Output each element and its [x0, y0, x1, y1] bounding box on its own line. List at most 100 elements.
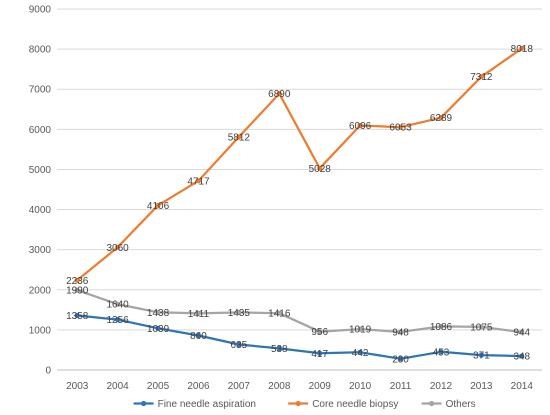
series-line	[76, 314, 523, 360]
legend-marker	[295, 400, 301, 407]
series-lines	[74, 45, 525, 362]
legend-marker	[429, 400, 435, 407]
data-point	[317, 165, 323, 171]
data-point	[438, 323, 444, 330]
data-label: 3060	[107, 243, 130, 254]
data-point	[478, 352, 484, 358]
legend-label: Fine needle aspiration	[158, 399, 256, 410]
data-label: 1086	[430, 322, 453, 333]
data-point	[478, 74, 484, 80]
y-axis-ticks: 0 1000 2000 3000 4000 5000 6000 7000 8000 9000	[29, 5, 52, 377]
legend-item: Others	[421, 399, 476, 410]
data-point	[74, 277, 80, 283]
legend-item: Fine needle aspiration	[133, 399, 256, 410]
data-label: 8018	[511, 44, 534, 55]
data-label: 6890	[268, 89, 291, 100]
x-tick-label: 2007	[228, 381, 251, 392]
x-tick-label: 2005	[147, 381, 170, 392]
data-label: 1990	[66, 286, 89, 297]
data-label: 538	[271, 344, 288, 355]
data-point	[478, 324, 484, 330]
data-label: 348	[513, 352, 530, 363]
data-point	[195, 178, 202, 184]
data-point	[236, 134, 242, 140]
data-point	[276, 345, 282, 352]
data-point	[115, 244, 121, 250]
data-label: 1438	[147, 308, 170, 319]
data-point	[236, 309, 242, 316]
data-label: 635	[231, 340, 248, 351]
data-point	[115, 317, 121, 323]
data-point	[317, 329, 323, 335]
data-label: 956	[311, 327, 328, 338]
y-tick-label: 9000	[29, 5, 52, 16]
data-point	[397, 329, 404, 335]
legend: Fine needle aspiration Core needle biopsy…	[133, 399, 476, 410]
data-point	[74, 287, 80, 293]
data-point	[317, 350, 323, 356]
data-point	[155, 325, 161, 331]
data-label: 1435	[228, 308, 251, 319]
data-label: 4717	[187, 176, 210, 187]
data-point	[236, 341, 242, 348]
legend-item: Core needle biopsy	[288, 399, 398, 410]
data-label: 1019	[349, 325, 372, 336]
y-tick-label: 1000	[29, 325, 52, 336]
data-label: 1039	[147, 324, 170, 335]
x-tick-label: 2014	[511, 381, 534, 392]
legend-label: Core needle biopsy	[312, 399, 398, 410]
y-tick-label: 4000	[29, 205, 52, 216]
y-tick-label: 8000	[29, 45, 52, 56]
data-point	[74, 312, 80, 319]
data-label: 280	[392, 354, 409, 365]
data-point	[276, 91, 282, 97]
series-line	[76, 47, 523, 282]
data-label: 1256	[107, 315, 130, 326]
data-label: 453	[433, 347, 450, 358]
x-tick-label: 2003	[66, 381, 89, 392]
data-label: 1640	[107, 300, 130, 311]
data-point	[397, 124, 404, 130]
legend-label: Others	[446, 399, 476, 410]
x-tick-label: 2012	[430, 381, 453, 392]
data-point	[357, 349, 363, 355]
data-label: 860	[190, 331, 207, 342]
x-tick-label: 2013	[470, 381, 493, 392]
data-label: 5812	[228, 132, 251, 143]
y-tick-label: 7000	[29, 85, 52, 96]
legend-marker	[141, 400, 147, 407]
data-point	[195, 332, 202, 339]
data-point	[438, 349, 444, 355]
data-point	[438, 115, 444, 121]
data-label: 442	[352, 348, 369, 359]
data-label: 944	[513, 328, 530, 339]
gridlines	[57, 8, 542, 371]
data-label: 1416	[268, 309, 291, 320]
x-tick-label: 2008	[268, 381, 291, 392]
data-point	[519, 329, 525, 335]
y-tick-label: 5000	[29, 165, 52, 176]
y-tick-label: 2000	[29, 285, 52, 296]
data-label: 5028	[309, 164, 332, 175]
data-label: 371	[473, 351, 490, 362]
data-label: 948	[392, 327, 409, 338]
data-label: 6096	[349, 121, 372, 132]
x-tick-label: 2011	[390, 381, 412, 392]
data-label: 1411	[188, 309, 210, 320]
y-tick-label: 6000	[29, 125, 52, 136]
data-label: 7312	[470, 72, 493, 83]
data-label: 1358	[66, 311, 89, 322]
data-label: 417	[311, 349, 328, 360]
x-axis-ticks: 2003 2004 2005 2006 2007 2008 2009 2010 2011 2012…	[66, 381, 533, 392]
x-tick-label: 2006	[187, 381, 210, 392]
data-point	[397, 356, 404, 362]
data-point	[276, 310, 282, 316]
x-tick-label: 2009	[309, 381, 332, 392]
data-labels: 1358 1256 1039 860 635 538 417 442 280 453 371 348 2…	[66, 44, 533, 365]
data-label: 1075	[470, 322, 493, 333]
data-label: 6289	[430, 113, 453, 124]
x-tick-label: 2004	[107, 381, 130, 392]
data-label: 6053	[389, 123, 412, 134]
data-label: 2236	[66, 276, 89, 287]
